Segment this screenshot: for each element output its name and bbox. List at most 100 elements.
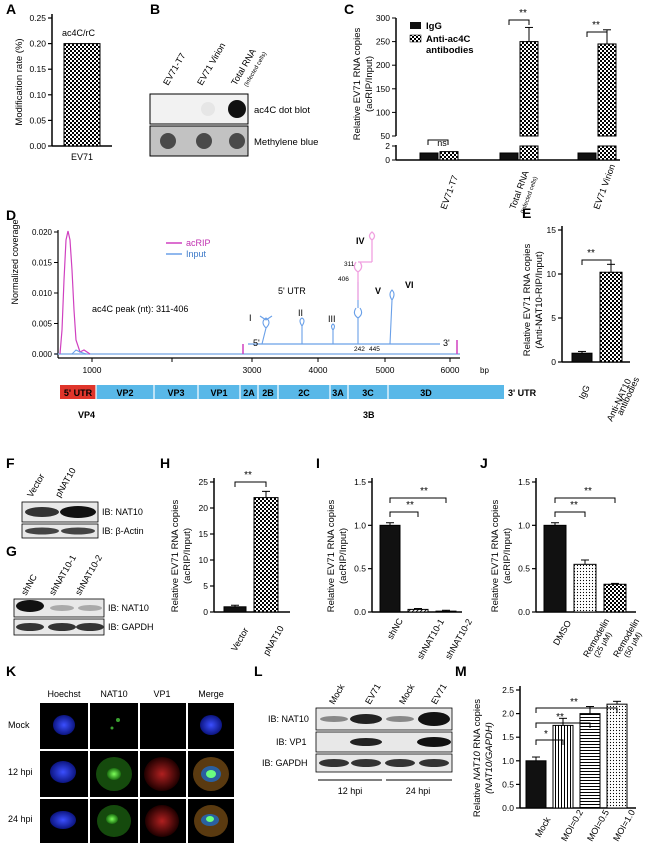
panel-c-bar-anti [519,41,539,137]
loop-num-242: 242 [354,346,365,353]
panel-b-col-1: EV71-T7 [161,51,187,87]
panel-i-sig-2: ** [420,486,428,497]
panel-g-lane-1: shNC [19,572,39,597]
band-gapdh [16,623,44,631]
panel-h-ytick-label: 10 [199,555,209,565]
panel-h-bracket [234,481,267,487]
panel-h-cat-1: Vector [229,626,250,653]
panel-m-cat-1: Mock [533,815,553,839]
loop-label-iii: III [328,314,336,324]
panel-c-ytick-label: 100 [376,107,390,117]
panel-j-cat-1: DMSO [551,619,573,647]
legend-anti-swatch [409,34,422,43]
loop-label-vi: VI [405,280,414,290]
panel-f-lane-1: Vector [25,472,46,499]
panel-i-bar [407,608,429,613]
panel-m-ytick-label: 2.0 [502,709,514,719]
panel-k-col-3: VP1 [153,689,170,699]
panel-d-xunit: bp [480,366,489,375]
panel-m-ytick-label: 1.5 [502,732,514,742]
genome-gene-2c: 2C [298,388,310,398]
panel-m-bar [606,703,628,809]
loop-label-v: V [375,286,381,296]
panel-a-ytick-label: 0.20 [29,39,46,49]
panel-k-row-2: 12 hpi [8,767,33,777]
panel-j-ytick-label: 0.5 [518,564,530,574]
stem-loop-iv-acrip [353,231,376,300]
panel-e-ytick-label: 0 [551,357,556,367]
panel-i-sig-1: ** [406,500,414,511]
panel-d-ytick-label: 0.015 [32,259,53,268]
panel-j-bracket-2 [554,497,616,503]
panel-f-western: Vector pNAT10 IB: NAT10 IB: β-Actin [21,466,144,539]
legend-igg-swatch [410,22,421,29]
loop-num-445: 445 [369,346,380,353]
panel-c-ytick-label: 2 [385,141,390,151]
panel-k-col-1: Hoechst [47,689,81,699]
panel-k-microscopy: Hoechst NAT10 VP1 Merge Mock 12 hpi 24 h… [8,689,234,843]
panel-h-bar-vector [223,606,247,613]
band-nat10-sh2 [78,605,102,611]
panel-d-coverage: Normalized coverage acRIP Input ac4C pea… [10,219,537,420]
stem-loop-vi [389,289,395,345]
band-actin [61,527,95,535]
panel-c-cat-3: EV71 Virion [591,163,617,211]
loop-num-311: 311 [344,261,355,268]
panel-k-col-2: NAT10 [100,689,127,699]
panel-l-lane-4: EV71 [429,682,449,706]
panel-c-legend-3: antibodies [426,45,474,56]
panel-m-ytick-label: 0.0 [502,803,514,813]
panel-c-ytick-label: 50 [381,131,391,141]
panel-i-ylabel-2: (acRIP/Input) [338,528,349,584]
panel-d-ytick-label: 0.020 [32,228,53,237]
band-gapdh [76,623,104,631]
panel-g-band-1: IB: NAT10 [108,603,149,613]
genome-5utr [60,385,96,399]
panel-letter-b: B [150,1,160,17]
panel-g-western: shNC shNAT10-1 shNAT10-2 IB: NAT10 IB: G… [13,553,154,636]
panel-d-ylabel: Normalized coverage [10,219,20,304]
panel-c-bracket-1 [508,19,530,25]
panel-i-cat-1: shNC [385,616,405,641]
panel-j-bar [573,563,597,613]
panel-d-xtick-label: 1000 [83,365,102,375]
panel-h-chart: Relative EV71 RNA copies (acRIP/Input) V… [170,470,290,657]
band-gapdh [48,623,76,631]
dot-blot-virion-spot [201,102,215,116]
panel-letter-a: A [6,1,16,17]
panel-b-row-1: ac4C dot blot [254,105,310,116]
panel-j-chart: Relative EV71 RNA copies (acRIP/Input) D… [490,477,644,659]
panel-e-ytick-label: 5 [551,313,556,323]
panel-l-band-2: IB: VP1 [276,737,307,747]
panel-h-ytick-label: 5 [203,581,208,591]
panel-letter-i: I [316,455,320,471]
panel-b-row-2: Methylene blue [254,137,318,148]
panel-l-lane-1: Mock [327,682,347,706]
panel-h-sig: ** [244,470,252,481]
panel-c-ytick-label: 150 [376,84,390,94]
band-actin [25,527,59,535]
loop-label-iv: IV [356,236,365,246]
panel-l-lane-3: Mock [397,682,417,706]
panel-i-ytick-label: 1.5 [354,477,366,487]
panel-d-ytick-label: 0.000 [32,350,53,359]
stem-loop-i [259,315,273,345]
panel-f-lane-2: pNAT10 [53,466,78,499]
stem-loop-ii [299,317,305,344]
panel-k-row-1: Mock [8,720,30,730]
panel-letter-e: E [522,205,531,221]
panel-c-bracket-ns [427,139,449,145]
panel-c-ytick-label: 300 [376,13,390,23]
panel-j-ylabel-1: Relative EV71 RNA copies [490,500,501,613]
panel-e-ylabel-1: Relative EV71 RNA copies [522,244,533,357]
panel-c-bar-anti [519,145,539,161]
panel-j-ytick-label: 1.0 [518,520,530,530]
panel-d-utr-label: 5' UTR [278,286,306,296]
panel-a-series-label: ac4C/rC [62,28,96,38]
band-nat10-vector [25,507,59,517]
panel-e-bracket [581,259,612,265]
panel-a-ytick-label: 0.15 [29,64,46,74]
band-nat10-shnc [16,600,44,612]
panel-m-cat-4: MOI=1.0 [611,808,637,843]
band-nat10-sh1 [50,605,74,611]
